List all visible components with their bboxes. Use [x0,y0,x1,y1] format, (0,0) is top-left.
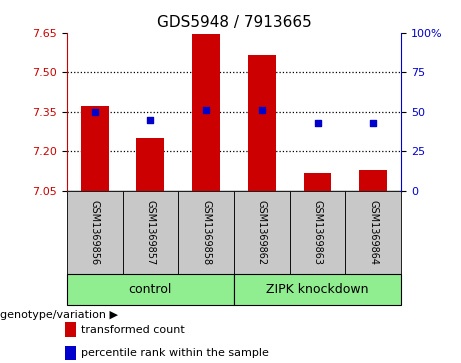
Bar [123,191,178,274]
Bar [67,191,123,274]
Text: GSM1369864: GSM1369864 [368,200,378,265]
Bar [359,170,387,191]
Bar [304,174,331,191]
Bar [192,34,220,191]
Bar [290,191,345,274]
Title: GDS5948 / 7913665: GDS5948 / 7913665 [157,15,311,30]
Point [91,109,98,115]
Point [147,117,154,122]
Bar [65,322,76,337]
Bar [178,191,234,274]
Point [258,107,266,113]
Bar [81,106,109,191]
Text: GSM1369862: GSM1369862 [257,200,267,265]
Bar [136,138,164,191]
Text: GSM1369858: GSM1369858 [201,200,211,265]
Text: GSM1369863: GSM1369863 [313,200,323,265]
Point [314,120,321,126]
Text: percentile rank within the sample: percentile rank within the sample [81,348,269,358]
Bar [248,55,276,191]
Bar [67,274,234,305]
Text: transformed count: transformed count [81,325,184,335]
Text: control: control [129,283,172,296]
Text: GSM1369856: GSM1369856 [90,200,100,265]
Bar [65,346,76,360]
Text: genotype/variation ▶: genotype/variation ▶ [0,310,118,321]
Bar [345,191,401,274]
Text: GSM1369857: GSM1369857 [145,200,155,265]
Point [370,120,377,126]
Bar [234,274,401,305]
Text: ZIPK knockdown: ZIPK knockdown [266,283,369,296]
Point [202,107,210,113]
Bar [234,191,290,274]
